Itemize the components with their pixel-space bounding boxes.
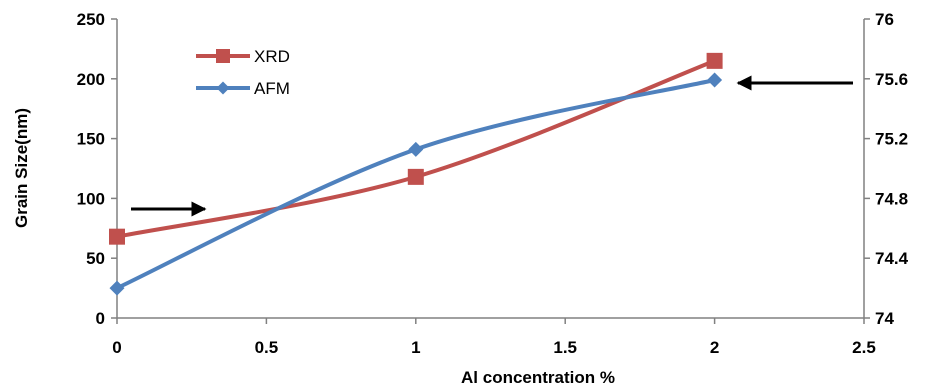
x-tick-label: 0 <box>112 338 121 357</box>
right-tick-label: 75.6 <box>875 70 908 89</box>
left-tick-label: 0 <box>96 309 105 328</box>
left-tick-label: 100 <box>77 189 105 208</box>
series-group <box>109 52 723 296</box>
right-tick-label: 74 <box>875 309 894 328</box>
right-tick-label: 74.4 <box>875 249 909 268</box>
x-tick-label: 0.5 <box>255 338 279 357</box>
legend-marker-xrd <box>216 49 230 63</box>
x-tick-label: 2 <box>710 338 719 357</box>
data-point-afm <box>707 72 723 88</box>
x-tick-label: 1 <box>411 338 420 357</box>
x-tick-label: 1.5 <box>553 338 577 357</box>
data-point-afm <box>109 280 125 296</box>
right-axis-ticks: 74 74.4 74.8 75.2 75.6 76 <box>864 10 909 328</box>
left-tick-label: 150 <box>77 130 105 149</box>
legend-label-xrd: XRD <box>254 47 290 66</box>
x-tick-label: 2.5 <box>852 338 876 357</box>
left-tick-label: 250 <box>77 10 105 29</box>
left-tick-label: 200 <box>77 70 105 89</box>
left-axis-ticks: 0 50 100 150 200 250 <box>77 10 117 328</box>
data-point-xrd <box>109 228 125 245</box>
left-tick-label: 50 <box>86 249 105 268</box>
right-tick-label: 74.8 <box>875 189 908 208</box>
legend-marker-afm <box>216 81 230 95</box>
x-axis-ticks: 0 0.5 1 1.5 2 2.5 <box>112 318 876 357</box>
y-axis-label: Grain Size(nm) <box>12 108 31 228</box>
data-point-afm <box>408 141 424 157</box>
legend-label-afm: AFM <box>254 79 290 98</box>
right-tick-label: 76 <box>875 10 894 29</box>
legend: XRD AFM <box>196 47 290 98</box>
data-point-xrd <box>407 168 424 185</box>
data-point-xrd <box>706 52 723 69</box>
right-tick-label: 75.2 <box>875 130 908 149</box>
x-axis-label: Al concentration % <box>461 368 615 387</box>
axes <box>116 19 865 319</box>
